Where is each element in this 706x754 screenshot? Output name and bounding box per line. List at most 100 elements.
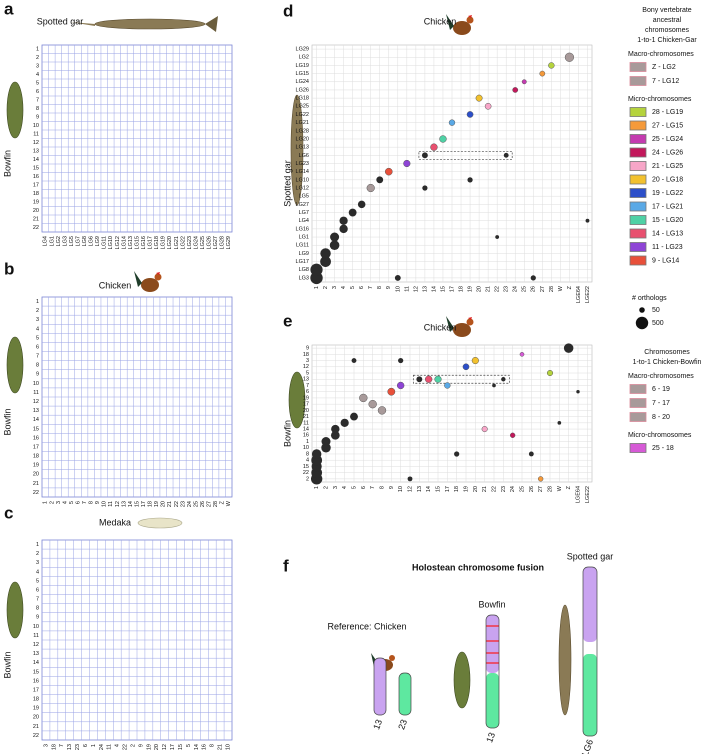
legend-swatch <box>629 76 647 86</box>
legend-label: 21 - LG25 <box>652 163 683 170</box>
x-tick-label: 9 <box>386 286 392 289</box>
x-tick-label: 26 <box>529 486 535 492</box>
y-tick-label: 12 <box>33 642 39 648</box>
size-legend-title: # orthologs <box>632 295 667 302</box>
legend-swatch <box>629 412 647 422</box>
x-tick-label: 18 <box>51 744 57 750</box>
bubble <box>539 70 546 77</box>
y-tick-label: LG5 <box>299 194 309 200</box>
x-tick-label: LG10 <box>108 236 114 249</box>
x-tick-label: 17 <box>141 501 147 507</box>
y-axis-label: Spotted gar <box>282 160 292 207</box>
y-tick-label: 10 <box>33 381 39 387</box>
y-tick-label: 17 <box>33 444 39 450</box>
x-tick-label: 12 <box>407 486 413 492</box>
bubble <box>537 476 544 482</box>
y-tick-label: 6 <box>36 587 39 593</box>
x-tick-label: 27 <box>207 501 213 507</box>
reference-label: Reference: Chicken <box>327 621 406 631</box>
y-tick-label: 5 <box>36 335 39 341</box>
legend-swatch <box>629 201 647 212</box>
y-tick-label: LG6 <box>299 153 309 159</box>
y-tick-label: 16 <box>33 435 39 441</box>
y-tick-label: LG21 <box>296 120 309 126</box>
x-tick-label: 6 <box>361 486 367 489</box>
bubble <box>430 143 438 151</box>
y-tick-label: 10 <box>303 445 309 451</box>
x-tick-label: 14 <box>194 744 200 750</box>
bubble <box>548 62 555 69</box>
bubble <box>466 111 474 118</box>
y-tick-label: 12 <box>33 399 39 405</box>
bubble <box>340 418 349 427</box>
x-tick-label: 1 <box>43 501 49 504</box>
x-tick-label: 18 <box>148 501 154 507</box>
bubble <box>439 135 447 143</box>
y-tick-label: 8 <box>306 451 309 457</box>
x-tick-label: 28 <box>547 486 553 492</box>
y-tick-label: 13 <box>33 149 39 155</box>
x-tick-label: W <box>558 285 564 291</box>
y-tick-label: LG1 <box>299 235 309 241</box>
x-tick-label: 20 <box>473 486 479 492</box>
chromosome-part <box>583 642 597 654</box>
y-tick-label: 18 <box>303 352 309 358</box>
bubble <box>357 200 366 209</box>
legend-swatch <box>629 147 647 158</box>
x-tick-label: 22 <box>495 286 501 292</box>
y-tick-label: 9 <box>36 115 39 121</box>
y-tick-label: 6 <box>36 89 39 95</box>
x-tick-label: 2 <box>323 486 329 489</box>
y-tick-label: LG2 <box>299 55 309 61</box>
bubble <box>350 412 358 421</box>
panel-title: Medaka <box>99 517 131 527</box>
x-tick-label: 15 <box>435 486 441 492</box>
y-tick-label: 19 <box>33 463 39 469</box>
legend-swatch <box>629 107 647 117</box>
legend-label: 8 - 20 <box>652 414 670 421</box>
x-tick-label: LG23 <box>187 236 193 249</box>
x-tick-label: 20 <box>161 501 167 507</box>
y-tick-label: 9 <box>36 372 39 378</box>
x-tick-label: 7 <box>368 286 374 289</box>
legend-swatch <box>629 443 647 453</box>
x-tick-label: 23 <box>75 744 81 750</box>
y-tick-label: 16 <box>33 174 39 180</box>
chromosome <box>582 566 598 737</box>
x-tick-label: LG12 <box>115 236 121 249</box>
y-tick-label: 19 <box>33 706 39 712</box>
chromosome-label: LG6 <box>580 738 595 754</box>
bubble <box>546 369 554 377</box>
x-tick-label: 3 <box>56 501 62 504</box>
bubble <box>368 399 377 409</box>
x-tick-label: 2 <box>49 501 55 504</box>
y-tick-label: 8 <box>36 106 39 112</box>
x-tick-label: 21 <box>482 486 488 492</box>
y-tick-label: 22 <box>33 225 39 231</box>
y-tick-label: LG4 <box>299 218 309 224</box>
y-tick-label: 18 <box>33 191 39 197</box>
panel-letter: b <box>4 259 14 278</box>
chromosome-part <box>583 654 597 736</box>
y-tick-label: 13 <box>33 408 39 414</box>
x-tick-label: LG2 <box>56 236 62 246</box>
bubble <box>376 176 384 184</box>
bubble <box>563 343 574 353</box>
x-tick-label: LG25 <box>200 236 206 249</box>
y-tick-label: 18 <box>33 697 39 703</box>
x-tick-label: 7 <box>82 501 88 504</box>
y-tick-label: 2 <box>306 476 309 482</box>
gar-illustration <box>70 16 218 32</box>
x-tick-label: 28 <box>213 501 219 507</box>
legend-label: 9 - LG14 <box>652 257 679 264</box>
y-tick-label: LG15 <box>296 71 309 77</box>
legend-title: Chromosomes <box>644 349 690 356</box>
bubble <box>475 94 483 102</box>
x-tick-label: 2 <box>130 744 136 747</box>
x-tick-label: LG3 <box>62 236 68 246</box>
bubble <box>444 382 451 389</box>
chart-title: Chicken <box>424 322 457 332</box>
legend-swatch <box>629 62 647 72</box>
y-tick-label: 15 <box>303 464 309 470</box>
